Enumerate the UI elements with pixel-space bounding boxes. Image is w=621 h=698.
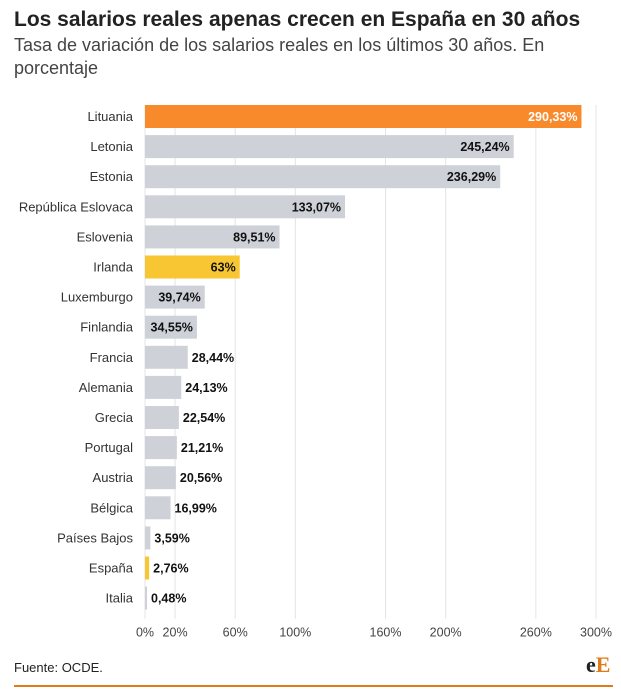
value-label: 28,44% <box>192 351 234 365</box>
category-label: Alemania <box>79 380 134 395</box>
value-label: 24,13% <box>185 381 227 395</box>
footer-rule <box>14 685 613 687</box>
bar <box>145 345 188 369</box>
bar <box>145 586 147 610</box>
category-label: Letonia <box>90 139 133 154</box>
category-label: Estonia <box>90 169 134 184</box>
bar <box>145 466 176 490</box>
chart-subtitle: Tasa de variación de los salarios reales… <box>14 35 545 78</box>
category-label: Eslovenia <box>77 229 134 244</box>
x-tick-label: 60% <box>223 626 248 640</box>
bar <box>145 105 582 128</box>
chart-title: Los salarios reales apenas crecen en Esp… <box>14 8 581 31</box>
bar <box>145 285 205 309</box>
category-label: República Eslovaca <box>19 199 134 214</box>
source-note: Fuente: OCDE. <box>14 660 103 675</box>
category-label: Irlanda <box>93 260 134 275</box>
x-tick-label: 160% <box>370 626 402 640</box>
logo-letter-E: E <box>595 652 611 677</box>
bar <box>145 406 179 429</box>
category-label: Italia <box>106 591 134 606</box>
value-label: 16,99% <box>175 501 217 515</box>
bar <box>145 165 501 189</box>
category-label: Grecia <box>95 410 134 425</box>
bar-chart: 0% 20% 60% 100% 160% 200% 260% 300% Lituania 290,… <box>19 105 612 640</box>
bar <box>145 195 346 219</box>
value-label: 290,33% <box>528 110 577 124</box>
category-label: Lituania <box>87 109 133 124</box>
bar <box>145 375 182 399</box>
value-label: 236,29% <box>447 170 496 184</box>
category-label: Luxemburgo <box>61 290 133 305</box>
bar <box>145 556 150 580</box>
x-tick-label: 200% <box>430 626 462 640</box>
value-label: 63% <box>211 261 236 275</box>
category-label: Francia <box>90 350 134 365</box>
x-tick-label: 20% <box>163 626 188 640</box>
publisher-logo: eE <box>586 652 610 678</box>
x-tick-label: 300% <box>580 626 612 640</box>
logo-letter-e: e <box>586 652 596 677</box>
bar <box>145 135 514 159</box>
value-label: 34,55% <box>151 321 193 335</box>
value-label: 0,48% <box>151 592 186 606</box>
bar <box>145 526 151 550</box>
x-tick-label: 260% <box>520 626 552 640</box>
value-label: 20,56% <box>180 471 222 485</box>
bar <box>145 225 280 249</box>
category-label: Bélgica <box>90 500 133 515</box>
value-label: 39,74% <box>158 291 200 305</box>
bar <box>145 315 197 339</box>
bar <box>145 436 177 460</box>
x-tick-label: 0% <box>136 626 154 640</box>
category-label: Países Bajos <box>57 530 133 545</box>
category-label: Portugal <box>85 440 134 455</box>
value-label: 2,76% <box>153 562 188 576</box>
category-label: Austria <box>93 470 134 485</box>
value-label: 89,51% <box>233 230 275 244</box>
bar <box>145 255 240 279</box>
value-label: 133,07% <box>292 200 341 214</box>
value-label: 21,21% <box>181 441 223 455</box>
value-label: 245,24% <box>460 140 509 154</box>
category-label: Finlandia <box>80 320 134 335</box>
value-label: 22,54% <box>183 411 225 425</box>
value-label: 3,59% <box>154 531 189 545</box>
category-label: España <box>89 561 134 576</box>
bar <box>145 496 171 520</box>
x-tick-label: 100% <box>279 626 311 640</box>
